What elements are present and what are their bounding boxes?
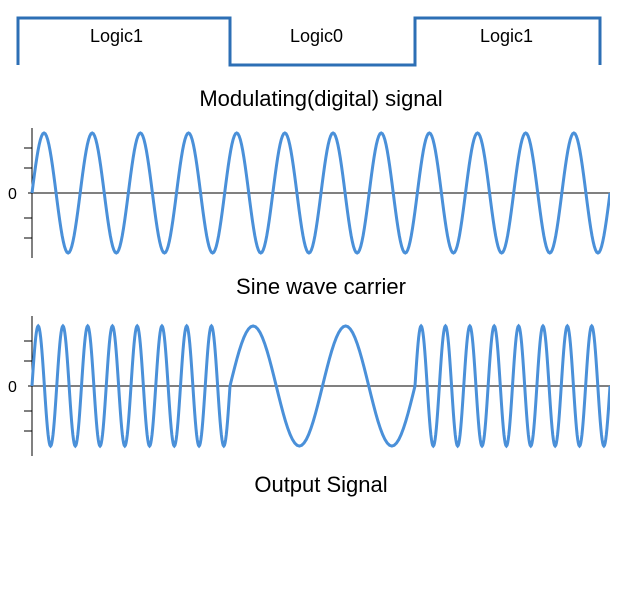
logic-label-0: Logic1 [90, 26, 143, 47]
carrier-axis-zero: 0 [8, 186, 17, 204]
digital-caption: Modulating(digital) signal [10, 86, 632, 112]
logic-label-1: Logic0 [290, 26, 343, 47]
output-panel: 0 [10, 306, 632, 466]
logic-label-2: Logic1 [480, 26, 533, 47]
output-caption: Output Signal [10, 472, 632, 498]
fsk-diagram: Logic1 Logic0 Logic1 Modulating(digital)… [10, 10, 632, 504]
output-axis-zero: 0 [8, 379, 17, 397]
carrier-panel: 0 [10, 118, 632, 268]
carrier-wave [10, 118, 610, 268]
digital-signal-panel: Logic1 Logic0 Logic1 [10, 10, 632, 80]
output-wave [10, 306, 610, 466]
carrier-caption: Sine wave carrier [10, 274, 632, 300]
